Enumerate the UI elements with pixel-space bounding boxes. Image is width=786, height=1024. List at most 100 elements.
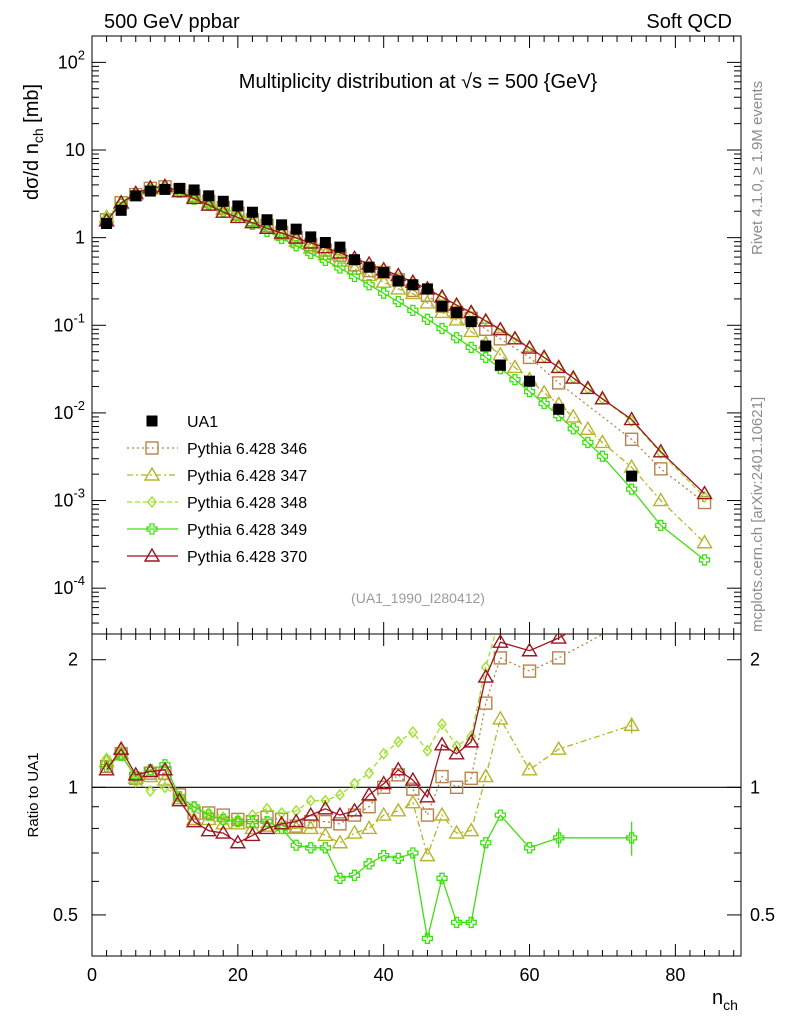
data-point bbox=[451, 306, 463, 318]
series-point bbox=[390, 280, 407, 295]
series-point bbox=[626, 414, 637, 428]
ratio-point bbox=[260, 810, 274, 824]
series-point bbox=[448, 311, 465, 326]
series-point bbox=[287, 229, 305, 244]
ratio-point bbox=[331, 806, 349, 821]
series-line bbox=[106, 186, 705, 504]
ratio-point bbox=[302, 806, 319, 821]
data-point bbox=[436, 300, 448, 312]
ratio-point bbox=[378, 747, 389, 760]
data-point bbox=[553, 403, 565, 415]
ratio-point bbox=[273, 815, 290, 830]
data-point bbox=[144, 185, 156, 197]
legend-label-data: UA1 bbox=[187, 414, 218, 431]
ratio-point bbox=[364, 767, 374, 780]
series-point bbox=[346, 260, 363, 275]
ratio-point bbox=[185, 811, 203, 826]
y-tick-label: 10-4 bbox=[53, 573, 85, 598]
ratio-line bbox=[106, 717, 632, 858]
x-tick-label: 60 bbox=[520, 965, 540, 985]
data-point bbox=[261, 214, 273, 226]
data-point bbox=[626, 470, 638, 482]
ratio-point bbox=[171, 792, 188, 807]
ratio-point bbox=[420, 808, 435, 822]
legend-marker bbox=[143, 466, 161, 481]
ratio-point bbox=[142, 763, 159, 778]
series-point bbox=[317, 246, 334, 261]
ratio-point bbox=[156, 771, 174, 786]
series-point bbox=[334, 262, 346, 274]
ratio-point bbox=[287, 813, 305, 828]
ratio-point bbox=[362, 800, 376, 814]
ratio-tick-label-right: 1 bbox=[750, 777, 760, 797]
data-point bbox=[305, 231, 317, 243]
series-point bbox=[449, 305, 464, 320]
ratio-point bbox=[522, 664, 537, 678]
series-point bbox=[229, 209, 247, 224]
series-point bbox=[404, 285, 422, 300]
data-point bbox=[130, 190, 142, 202]
series-point bbox=[506, 330, 524, 345]
series-point bbox=[258, 219, 276, 234]
ratio-point bbox=[480, 837, 492, 849]
series-point bbox=[623, 411, 640, 426]
series-point bbox=[275, 232, 288, 245]
ratio-point bbox=[551, 651, 566, 665]
ratio-point bbox=[462, 822, 480, 837]
series-point bbox=[492, 321, 509, 336]
ratio-point bbox=[448, 824, 465, 839]
series-point bbox=[450, 332, 463, 344]
ratio-point bbox=[261, 815, 273, 828]
ratio-point bbox=[203, 806, 214, 820]
ratio-point bbox=[287, 820, 305, 835]
ratio-tick-label-right: 0.5 bbox=[750, 905, 775, 925]
ratio-point bbox=[494, 809, 507, 821]
ratio-point bbox=[127, 766, 144, 781]
ratio-point bbox=[419, 847, 436, 862]
series-point bbox=[594, 390, 611, 405]
x-tick-label: 40 bbox=[374, 965, 394, 985]
ratio-point bbox=[480, 661, 491, 674]
analysis-id: (UA1_1990_I280412) bbox=[351, 590, 485, 606]
data-point bbox=[319, 237, 331, 249]
data-point bbox=[421, 283, 433, 295]
ratio-point bbox=[112, 740, 130, 755]
series-point bbox=[506, 359, 524, 374]
data-point bbox=[188, 184, 200, 196]
ratio-point bbox=[262, 802, 272, 815]
series-point bbox=[465, 341, 477, 353]
data-point bbox=[159, 183, 171, 195]
ratio-point bbox=[317, 827, 334, 842]
ratio-point bbox=[375, 806, 392, 821]
header-left: 500 GeV ppbar bbox=[104, 11, 240, 33]
ratio-axis-label: Ratio to UA1 bbox=[25, 752, 42, 837]
series-point bbox=[375, 273, 392, 288]
series-point bbox=[319, 254, 331, 267]
ratio-point bbox=[390, 761, 407, 776]
ratio-point bbox=[360, 786, 378, 801]
data-point bbox=[174, 182, 186, 194]
series-layer bbox=[98, 177, 713, 945]
y-tick-label: 10-1 bbox=[53, 310, 85, 335]
ratio-point bbox=[477, 668, 494, 683]
ratio-point bbox=[521, 642, 538, 657]
series-point bbox=[699, 490, 710, 504]
ratio-point bbox=[247, 808, 258, 822]
legend-marker bbox=[146, 523, 158, 535]
ratio-point bbox=[419, 788, 436, 803]
ratio-point bbox=[203, 809, 215, 821]
ratio-point bbox=[550, 740, 567, 755]
series-point bbox=[509, 373, 521, 386]
data-point bbox=[407, 279, 419, 291]
series-point bbox=[244, 214, 261, 229]
series-point bbox=[565, 369, 582, 384]
ratio-line bbox=[106, 634, 605, 827]
series-point bbox=[200, 196, 217, 211]
ratio-point bbox=[521, 761, 538, 776]
legend-marker bbox=[147, 495, 157, 509]
series-point bbox=[246, 218, 259, 230]
data-point bbox=[392, 275, 404, 287]
ratio-point bbox=[348, 869, 361, 881]
data-point bbox=[465, 316, 477, 328]
